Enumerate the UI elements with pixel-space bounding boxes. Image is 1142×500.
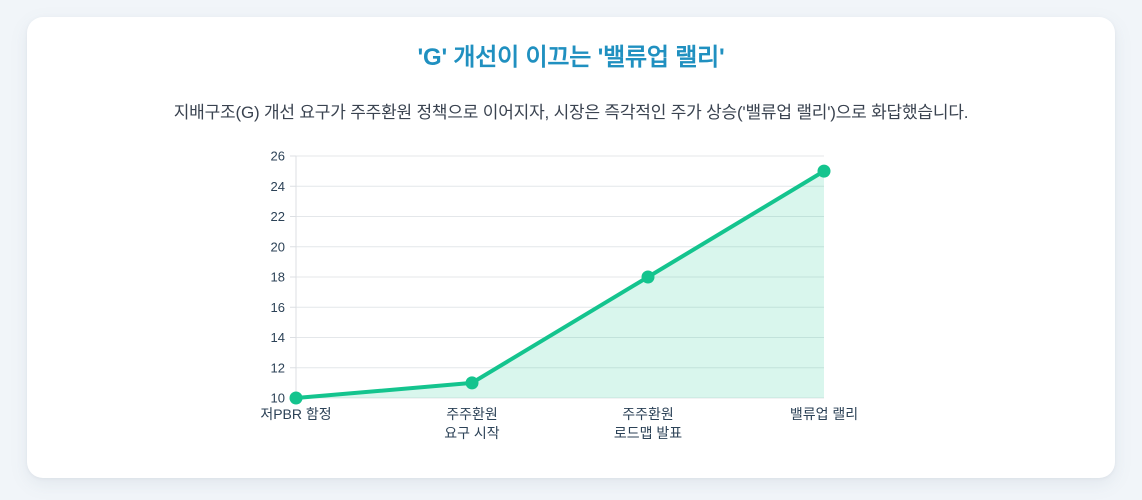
x-category-label: 저PBR 함정 bbox=[260, 406, 331, 422]
x-category-label: 주주환원 bbox=[622, 406, 674, 422]
y-tick-label: 20 bbox=[271, 239, 285, 254]
data-point bbox=[641, 270, 655, 284]
page-title: 'G' 개선이 이끄는 '밸류업 랠리' bbox=[417, 44, 725, 71]
page-subtitle: 지배구조(G) 개선 요구가 주주환원 정책으로 이어지자, 시장은 즉각적인 … bbox=[173, 103, 969, 122]
y-tick-label: 10 bbox=[271, 391, 285, 406]
y-tick-label: 22 bbox=[271, 209, 285, 224]
area-fill bbox=[296, 171, 824, 398]
x-category-label: 로드맵 발표 bbox=[614, 425, 682, 441]
content-card: 'G' 개선이 이끄는 '밸류업 랠리' 지배구조(G) 개선 요구가 주주환원… bbox=[27, 17, 1115, 478]
y-tick-label: 24 bbox=[271, 179, 285, 194]
data-point bbox=[817, 164, 831, 178]
trend-line bbox=[294, 169, 826, 400]
data-point bbox=[465, 376, 479, 390]
y-tick-label: 14 bbox=[271, 330, 285, 345]
x-category-label: 주주환원 bbox=[446, 406, 498, 422]
x-category-label: 밸류업 랠리 bbox=[790, 406, 858, 422]
x-category-label: 요구 시작 bbox=[444, 425, 500, 441]
data-point bbox=[289, 391, 303, 405]
y-tick-label: 12 bbox=[271, 360, 285, 375]
y-tick-label: 16 bbox=[271, 300, 285, 315]
y-tick-label: 26 bbox=[271, 149, 285, 164]
y-tick-label: 18 bbox=[271, 270, 285, 285]
